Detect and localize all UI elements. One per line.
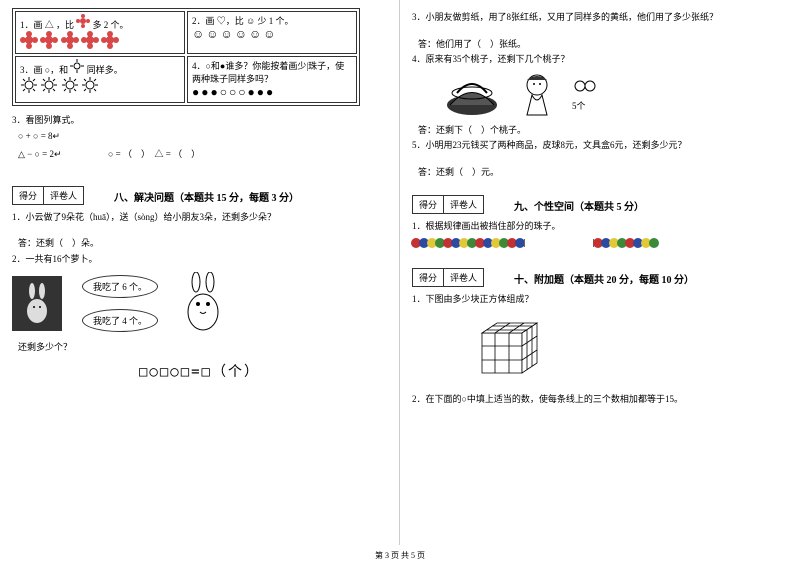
sq1: 1．小云做了9朵花（huā），送（sòng）给小朋友3朵，还剩多少朵？ (12, 211, 387, 224)
section-10-title: 十、附加题（本题共 20 分，每题 10 分） (514, 271, 694, 286)
sq10-2: 2．在下面的○中填上适当的数，使每条线上的三个数相加都等于15。 (412, 393, 788, 406)
flower-icon (76, 14, 90, 28)
right-column: 3．小朋友做剪纸，用了8张红纸，又用了同样多的黄纸，他们用了多少张纸？ 答：他们… (400, 0, 800, 545)
score-box-8: 得分 评卷人 (12, 186, 84, 205)
section-8-title: 八、解决问题（本题共 15 分，每题 3 分） (114, 189, 299, 204)
q4-text: 4．○和●谁多？你能按着画少|珠子，使两种珠子同样多吗？ (192, 61, 344, 84)
bead-pattern (412, 238, 788, 248)
q4-cell: 4．○和●谁多？你能按着画少|珠子，使两种珠子同样多吗？ ●●●○○○●●● (187, 56, 357, 103)
grader-label-9: 评卷人 (444, 196, 483, 213)
section-9-title: 九、个性空间（本题共 5 分） (514, 198, 644, 213)
grid-questions-1-4: 1．画 △ ，比 多 2 个。 2．画 ♡，比 ☺ 少 1 个。 ☺☺☺☺☺☺ (12, 8, 360, 106)
q3-num: 3．看图列算式。 (12, 114, 387, 127)
page-footer: 第 3 页 共 5 页 (0, 550, 800, 561)
rq4-answer: 答：还剩下（ ）个桃子。 (418, 124, 788, 137)
cube-diagram (472, 313, 552, 383)
q3-cell: 3．画 ○，和 同样多。 (15, 56, 185, 103)
score-box-9: 得分 评卷人 (412, 195, 484, 214)
smiley-row: ☺☺☺☺☺☺ (192, 27, 278, 41)
eq1: ○ + ○ = 8↵ (18, 130, 387, 143)
sq2: 2．一共有16个萝卜。 (12, 253, 387, 266)
q1-cell: 1．画 △ ，比 多 2 个。 (15, 11, 185, 54)
equation-boxes: □○□○□=□（个） (12, 361, 387, 381)
rabbit-scene: 我吃了 6 个。 我吃了 4 个。 (12, 272, 387, 335)
q1-text-a: 1．画 △ ，比 (20, 20, 74, 30)
eq3: ○ = （ ） △ = （ ） (108, 148, 200, 161)
eq2: △ − ○ = 2↵ (18, 148, 108, 161)
rabbit-white-icon (178, 272, 228, 335)
sun-row (20, 86, 99, 96)
sun-icon (70, 59, 84, 73)
rq5: 5．小明用23元钱买了两种商品，皮球8元，文具盒6元，还剩多少元？ (412, 139, 788, 152)
q1-text-b: 多 2 个。 (93, 20, 129, 30)
rq3-answer: 答：他们用了（ ）张纸。 (418, 38, 788, 51)
child-icon (512, 70, 562, 120)
peach-scene: 5个 (442, 70, 788, 120)
rq3: 3．小朋友做剪纸，用了8张红纸，又用了同样多的黄纸，他们用了多少张纸？ (412, 11, 788, 24)
basket-icon (442, 75, 502, 115)
q3-text-a: 3．画 ○，和 (20, 65, 68, 75)
q3-text-b: 同样多。 (87, 65, 123, 75)
grader-label-10: 评卷人 (444, 269, 483, 286)
q2-cell: 2．画 ♡，比 ☺ 少 1 个。 ☺☺☺☺☺☺ (187, 11, 357, 54)
score-box-10: 得分 评卷人 (412, 268, 484, 287)
peach-icon (572, 74, 602, 94)
sq1-answer: 答：还剩（ ）朵。 (18, 237, 387, 250)
score-label-10: 得分 (413, 269, 444, 286)
left-column: 1．画 △ ，比 多 2 个。 2．画 ♡，比 ☺ 少 1 个。 ☺☺☺☺☺☺ (0, 0, 400, 545)
flower-row (20, 41, 119, 51)
peach-count: 5个 (572, 100, 602, 113)
grader-label: 评卷人 (44, 187, 83, 204)
rabbit-grey-icon (12, 276, 62, 331)
sq2-question: 还剩多少个？ (18, 341, 387, 354)
bead-row-4: ●●●○○○●●● (192, 85, 275, 99)
bubble-1: 我吃了 6 个。 (82, 275, 158, 298)
q2-text: 2．画 ♡，比 ☺ 少 1 个。 (192, 16, 293, 26)
rq4: 4．原来有35个桃子，还剩下几个桃子？ (412, 53, 788, 66)
rq5-answer: 答：还剩（ ）元。 (418, 166, 788, 179)
score-label: 得分 (13, 187, 44, 204)
bubble-2: 我吃了 4 个。 (82, 309, 158, 332)
sq10-1: 1．下图由多少块正方体组成？ (412, 293, 788, 306)
sq9-1: 1．根据规律画出被挡住部分的珠子。 (412, 220, 788, 233)
score-label-9: 得分 (413, 196, 444, 213)
bead-gap (524, 239, 594, 247)
